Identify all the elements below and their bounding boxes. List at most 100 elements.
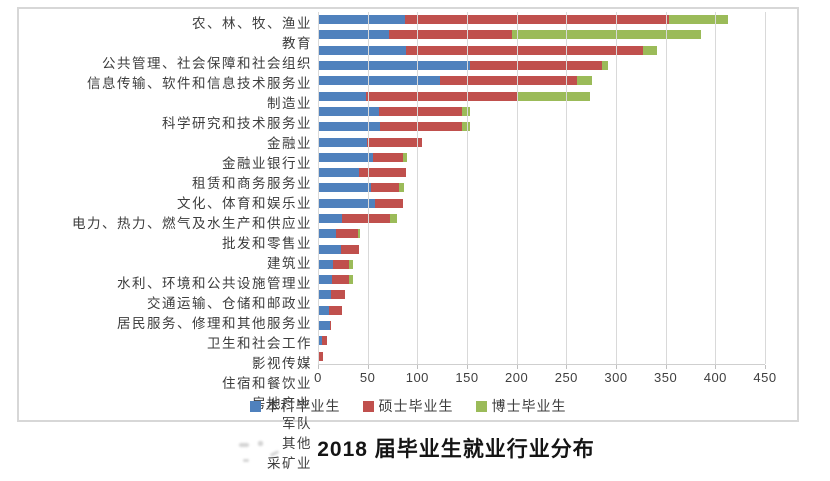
bar-row [318,15,765,25]
bar-segment [318,290,331,300]
bar-row [318,321,765,331]
bar-segment [335,229,358,239]
bar-segment [642,45,657,55]
plot-area [318,12,766,369]
stacked-bar [318,106,470,116]
category-label: 租赁和商务服务业 [192,176,312,191]
stacked-bar [318,244,359,254]
category-label: 农、林、牧、渔业 [192,16,312,31]
stacked-bar [318,336,327,346]
stacked-bar [318,259,353,269]
bar-segment [406,45,643,55]
tick-mark [566,365,568,369]
bar-row [318,275,765,285]
bar-segment [388,30,512,40]
bar-segment [318,137,367,147]
gridline [467,12,468,364]
tick-mark [318,365,319,369]
bar-row [318,106,765,116]
bar-row [318,61,765,71]
legend: 本科毕业生 硕士毕业生 博士毕业生 [19,396,797,416]
stacked-bar [318,30,702,40]
stacked-bar [318,275,353,285]
gridline [665,12,667,364]
gridline [566,12,568,364]
bar-segment [511,30,702,40]
legend-swatch [249,400,261,412]
legend-swatch [475,400,487,412]
erased-mark [243,459,249,462]
bar-segment [365,91,517,101]
bar-segment [516,91,591,101]
bar-segment [348,259,353,269]
bar-row [318,183,765,193]
bar-segment [389,214,398,223]
bar-row [318,214,765,223]
gridline [616,12,617,364]
category-label: 制造业 [267,96,312,111]
bar-row [318,198,765,208]
category-label: 教育 [282,36,312,51]
category-label: 科学研究和技术服务业 [162,116,312,131]
gridline [715,12,717,364]
bar-segment [318,259,333,269]
tick-mark [467,365,468,369]
category-label: 采矿业 [267,456,312,471]
bar-segment [318,30,389,40]
bar-row [318,137,765,147]
bar-row [318,30,765,40]
stacked-bar [318,183,405,193]
bar-segment [318,244,341,254]
bar-segment [462,122,470,132]
bar-segment [370,183,400,193]
bar-segment [318,351,323,361]
stacked-bar [318,91,591,101]
bar-segment [318,45,407,55]
tick-mark [715,365,717,369]
bar-segment [318,152,373,162]
bar-segment [318,336,322,346]
tick-mark [616,365,617,369]
category-label: 住宿和餐饮业 [222,376,312,391]
bar-segment [318,275,332,285]
tick-mark [765,365,766,369]
legend-label: 本科毕业生 [265,398,341,414]
legend-item: 博士毕业生 [475,396,567,416]
category-axis-labels: 农、林、牧、渔业 教育 公共管理、社会保障和社会组织 信息传输、软件和信息技术服务业制… [23,12,312,471]
bar-segment [318,122,380,132]
stacked-bar [318,137,423,147]
category-label: 电力、热力、燃气及水生产和供应业 [72,216,312,231]
bar-segment [318,214,342,223]
bar-row [318,229,765,239]
bar-segment [399,183,405,193]
bar-row [318,244,765,254]
stacked-bar [318,45,657,55]
stacked-bar [318,214,398,223]
x-tick-label: 300 [604,370,628,385]
bar-segment [318,61,470,71]
bar-segment [374,198,404,208]
tick-mark [665,365,667,369]
category-label: 批发和零售业 [222,236,312,251]
bar-segment [348,275,353,285]
legend-label: 硕士毕业生 [378,398,454,414]
bar-segment [331,275,349,285]
bar-row [318,122,765,132]
bar-segment [440,76,578,86]
gridline [318,12,319,364]
category-label: 影视传媒 [252,356,312,371]
stacked-bar [318,61,609,71]
stacked-bar [318,122,470,132]
bar-row [318,259,765,269]
bar-segment [332,259,349,269]
legend-item: 本科毕业生 [249,396,341,416]
stacked-bar [318,321,331,331]
bar-segment [372,152,404,162]
category-label: 卫生和社会工作 [207,336,312,351]
bar-segment [318,183,371,193]
gridline [765,12,766,364]
legend-item: 硕士毕业生 [362,396,454,416]
bar-row [318,45,765,55]
stacked-bar [318,152,408,162]
